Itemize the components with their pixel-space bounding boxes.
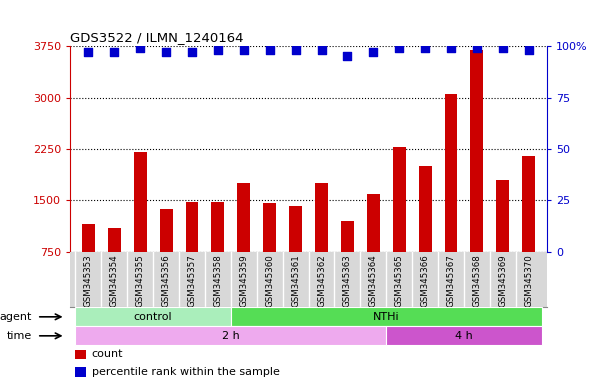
- Text: GSM345362: GSM345362: [317, 255, 326, 308]
- Point: [84, 49, 93, 55]
- Text: percentile rank within the sample: percentile rank within the sample: [92, 367, 280, 377]
- Text: GSM345355: GSM345355: [136, 255, 145, 308]
- Bar: [386, 326, 542, 345]
- Point: [446, 45, 456, 51]
- Text: GSM345364: GSM345364: [369, 255, 378, 308]
- Text: GSM345361: GSM345361: [291, 255, 300, 308]
- Bar: [75, 349, 86, 359]
- Text: GSM345358: GSM345358: [213, 255, 222, 308]
- Text: GSM345359: GSM345359: [240, 255, 248, 307]
- Bar: [237, 183, 251, 303]
- Bar: [108, 228, 121, 303]
- Point: [239, 47, 249, 53]
- Bar: [341, 221, 354, 303]
- Bar: [315, 183, 328, 303]
- Text: GDS3522 / ILMN_1240164: GDS3522 / ILMN_1240164: [70, 31, 244, 44]
- Bar: [82, 225, 95, 303]
- Bar: [186, 202, 199, 303]
- Point: [394, 45, 404, 51]
- Bar: [134, 152, 147, 303]
- Text: 4 h: 4 h: [455, 331, 473, 341]
- Point: [109, 49, 119, 55]
- Bar: [75, 367, 86, 377]
- Point: [524, 47, 533, 53]
- Bar: [496, 180, 510, 303]
- Text: GSM345354: GSM345354: [110, 255, 119, 308]
- Text: GSM345363: GSM345363: [343, 255, 352, 308]
- Text: agent: agent: [0, 312, 32, 322]
- Text: GSM345366: GSM345366: [420, 255, 430, 308]
- Text: GSM345360: GSM345360: [265, 255, 274, 308]
- Point: [213, 47, 223, 53]
- Point: [161, 49, 171, 55]
- Bar: [445, 94, 458, 303]
- Text: GSM345370: GSM345370: [524, 255, 533, 308]
- Text: control: control: [134, 312, 172, 322]
- Bar: [393, 147, 406, 303]
- Point: [368, 49, 378, 55]
- Point: [343, 53, 353, 60]
- Text: GSM345367: GSM345367: [447, 255, 456, 308]
- Text: GSM345365: GSM345365: [395, 255, 404, 308]
- Bar: [419, 166, 431, 303]
- Bar: [289, 206, 302, 303]
- Bar: [231, 307, 542, 326]
- Text: count: count: [92, 349, 123, 359]
- Bar: [470, 50, 483, 303]
- Point: [135, 45, 145, 51]
- Point: [498, 45, 508, 51]
- Text: time: time: [7, 331, 32, 341]
- Point: [472, 45, 482, 51]
- Point: [291, 47, 301, 53]
- Point: [420, 45, 430, 51]
- Text: GSM345369: GSM345369: [499, 255, 507, 307]
- Text: GSM345357: GSM345357: [188, 255, 197, 308]
- Bar: [522, 156, 535, 303]
- Bar: [263, 203, 276, 303]
- Bar: [211, 202, 224, 303]
- Bar: [367, 194, 380, 303]
- Point: [187, 49, 197, 55]
- Bar: [75, 307, 231, 326]
- Point: [316, 47, 326, 53]
- Text: 2 h: 2 h: [222, 331, 240, 341]
- Point: [265, 47, 274, 53]
- Bar: [159, 209, 172, 303]
- Bar: [75, 326, 386, 345]
- Text: NTHi: NTHi: [373, 312, 400, 322]
- Text: GSM345356: GSM345356: [161, 255, 170, 308]
- Text: GSM345368: GSM345368: [472, 255, 481, 308]
- Text: GSM345353: GSM345353: [84, 255, 93, 308]
